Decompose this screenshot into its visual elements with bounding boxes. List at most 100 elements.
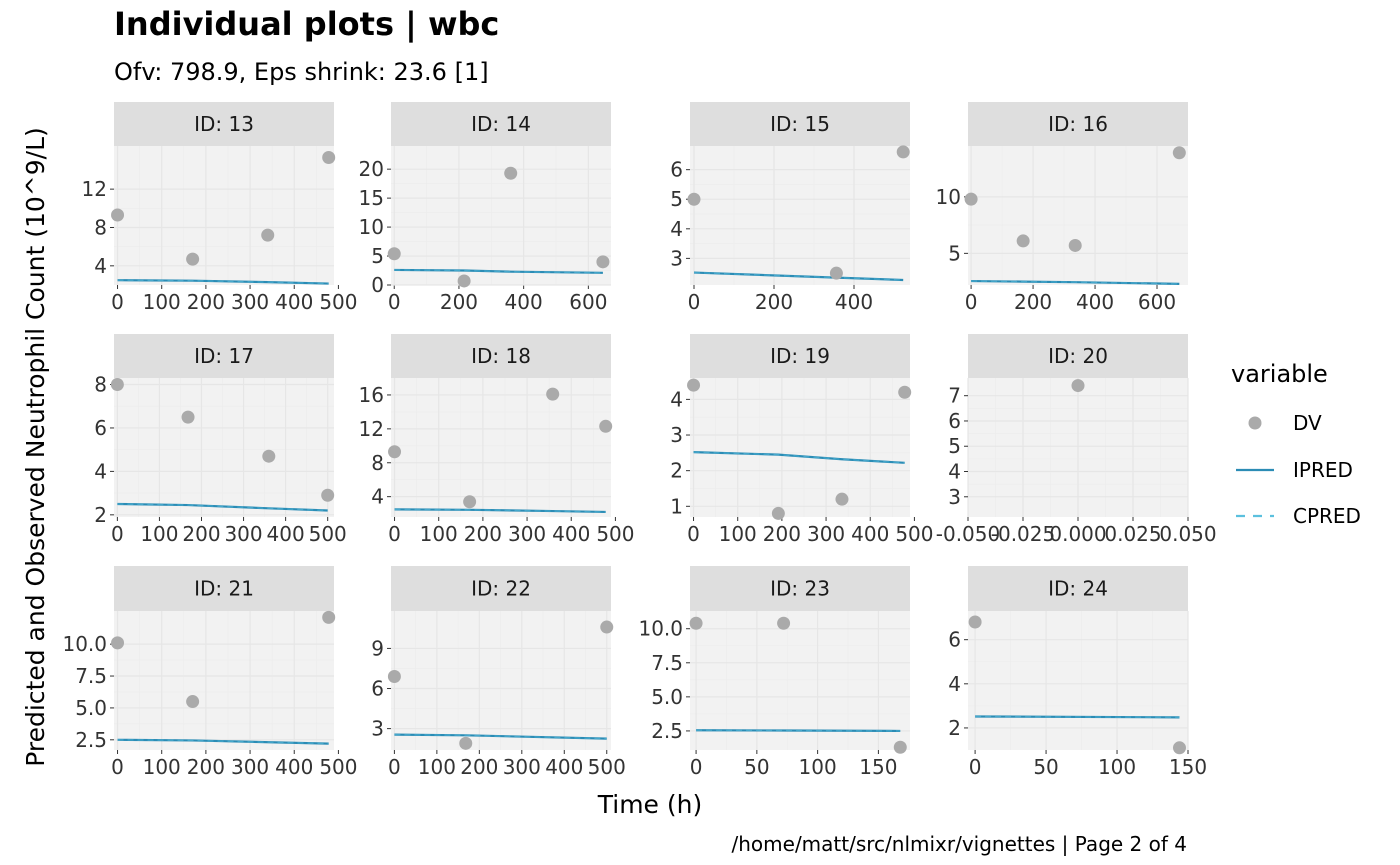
x-tick-label: 100 (140, 522, 178, 546)
x-tick-label: 300 (508, 522, 546, 546)
dv-point (835, 492, 849, 506)
x-tick-label: 0 (688, 290, 701, 314)
y-tick-label: 7 (948, 384, 961, 408)
x-tick-label: 400 (835, 290, 873, 314)
y-tick-label: 2.5 (651, 719, 683, 743)
dv-point (829, 266, 843, 280)
y-tick-label: 10.0 (62, 632, 107, 656)
facet-strip-label: ID: 21 (194, 577, 254, 601)
y-tick-label: 3 (371, 717, 384, 741)
facet-strip-label: ID: 24 (1048, 577, 1108, 601)
dv-point (463, 495, 477, 509)
x-tick-label: 0 (388, 290, 401, 314)
plot-title: Individual plots | wbc (114, 5, 499, 44)
legend-label: IPRED (1293, 458, 1353, 482)
y-tick-label: 2.5 (75, 728, 107, 752)
y-tick-label: 4 (670, 217, 683, 241)
legend-item-dv: DV (1248, 411, 1322, 435)
facet-strip (690, 334, 910, 378)
y-tick-label: 1 (670, 494, 683, 518)
x-tick-label: 100 (1098, 755, 1136, 779)
x-tick-label: 300 (231, 755, 269, 779)
dv-point (687, 378, 701, 392)
y-tick-label: 12 (82, 177, 107, 201)
x-tick-label: 300 (224, 522, 262, 546)
y-tick-label: 3 (670, 246, 683, 270)
x-tick-label: 200 (460, 755, 498, 779)
x-tick-label: 0 (111, 522, 124, 546)
y-tick-label: 2 (948, 716, 961, 740)
x-tick-label: 0 (388, 755, 401, 779)
y-tick-label: 4 (948, 460, 961, 484)
y-tick-label: 5 (948, 241, 961, 265)
x-tick-label: 100 (143, 755, 181, 779)
legend: variable DV IPRED CPRED (1231, 360, 1361, 528)
dv-point (687, 192, 701, 206)
x-tick-label: 500 (596, 522, 634, 546)
cpred-line (696, 729, 901, 732)
facet-strip (690, 566, 910, 611)
facet-strip-label: ID: 19 (770, 344, 830, 368)
y-tick-label: 4 (94, 459, 107, 483)
y-tick-label: 4 (371, 485, 384, 509)
dv-point (504, 166, 518, 180)
y-tick-label: 5.0 (75, 696, 107, 720)
y-axis-label: Predicted and Observed Neutrophil Count … (21, 127, 50, 767)
legend-label: DV (1293, 411, 1322, 435)
cpred-line (394, 734, 607, 740)
y-tick-label: 2 (94, 503, 107, 527)
x-tick-label: 0.000 (1049, 522, 1106, 546)
y-tick-label: 10 (936, 185, 961, 209)
y-tick-label: 5 (948, 434, 961, 458)
x-tick-label: 400 (1076, 290, 1114, 314)
x-tick-label: 100 (143, 290, 181, 314)
ipred-line (971, 279, 1180, 285)
y-tick-label: 6 (948, 628, 961, 652)
facet-strip (391, 334, 611, 378)
facet-strip (114, 334, 334, 378)
panel-background (114, 146, 334, 285)
cpred-line (117, 739, 329, 745)
y-tick-label: 10.0 (638, 617, 683, 641)
dv-point (387, 669, 401, 683)
y-tick-label: 16 (359, 383, 384, 407)
x-tick-label: 200 (755, 290, 793, 314)
dv-point (186, 695, 200, 709)
x-tick-label: 100 (799, 755, 837, 779)
legend-key-point (1248, 416, 1262, 430)
dv-point (546, 387, 560, 401)
x-tick-label: 0 (690, 755, 703, 779)
legend-items: DV IPRED CPRED (1236, 411, 1361, 528)
x-tick-label: 50 (1033, 755, 1058, 779)
x-tick-label: 0.050 (1159, 522, 1216, 546)
dv-point (186, 252, 200, 266)
y-tick-label: 4 (670, 387, 683, 411)
dv-point (111, 636, 125, 650)
dv-point (1172, 741, 1186, 755)
dv-point (457, 274, 471, 288)
panel-11: ID: 23 0 50 100 150 2.5 5.0 7.5 10.0 (638, 566, 910, 779)
dv-point (181, 410, 195, 424)
panel-background (391, 146, 611, 285)
x-tick-label: 100 (719, 522, 757, 546)
x-tick-label: 200 (464, 522, 502, 546)
x-tick-label: 0 (111, 290, 124, 314)
x-tick-label: 300 (231, 290, 269, 314)
dv-point (1016, 234, 1030, 248)
dv-point (1068, 238, 1082, 252)
panel-1: ID: 13 0 100 200 300 400 500 4 8 12 (82, 102, 358, 314)
y-tick-label: 6 (94, 416, 107, 440)
facet-strip (114, 566, 334, 611)
facet-strip-label: ID: 22 (471, 577, 531, 601)
dv-point (459, 736, 473, 750)
dv-point (1071, 379, 1085, 393)
x-tick-label: 300 (503, 755, 541, 779)
panel-12: ID: 24 0 50 100 150 2 4 6 (948, 566, 1207, 779)
x-tick-label: 400 (505, 290, 543, 314)
y-tick-label: 20 (359, 157, 384, 181)
y-tick-label: 15 (359, 186, 384, 210)
dv-point (322, 151, 336, 165)
y-tick-label: 5 (670, 187, 683, 211)
